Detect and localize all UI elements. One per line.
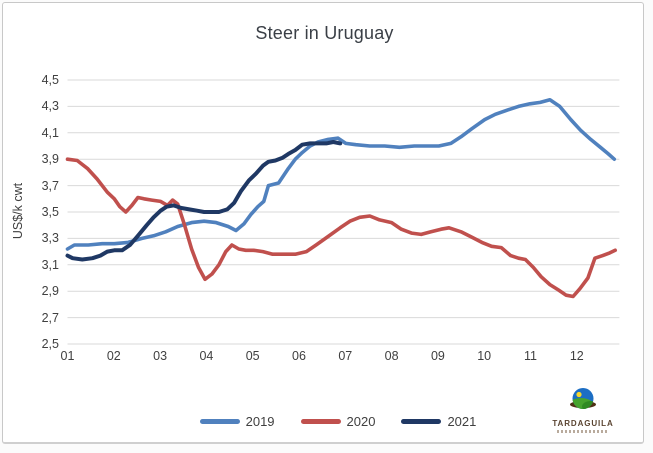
x-tick-label: 10 (477, 349, 492, 363)
y-tick-label: 4,1 (41, 125, 59, 140)
x-tick-label: 06 (292, 349, 306, 363)
legend-item-2019: 2019 (199, 414, 275, 429)
x-tick-label: 07 (338, 349, 353, 363)
legend-label: 2020 (346, 414, 376, 429)
y-tick-label: 3,3 (41, 231, 59, 246)
legend-swatch-2020 (300, 419, 341, 424)
y-tick-label: 2,7 (41, 310, 59, 325)
x-tick-label: 01 (60, 349, 75, 363)
series-line-2020 (65, 157, 618, 299)
y-tick-label: 3,9 (41, 152, 59, 167)
y-tick-label: 3,1 (41, 257, 59, 272)
plot-area (65, 79, 620, 345)
legend-swatch-2019 (199, 419, 240, 424)
legend-swatch-2021 (401, 419, 442, 424)
x-tick-label: 11 (524, 349, 537, 363)
y-tick-label: 4,5 (41, 73, 59, 87)
logo-subtext-strip (557, 430, 609, 433)
chart-legend: 2019 2020 2021 (153, 414, 523, 429)
tardaguila-logo: TARDAGUILA (551, 387, 615, 433)
logo-wordmark: TARDAGUILA (552, 419, 614, 428)
x-tick-label: 09 (430, 349, 445, 363)
legend-label: 2021 (447, 414, 477, 429)
x-tick-label: 02 (106, 349, 121, 363)
series-line-2019 (65, 98, 617, 251)
y-tick-label: 4,3 (41, 99, 59, 114)
legend-item-2021: 2021 (401, 414, 476, 429)
x-tick-label: 03 (153, 349, 168, 363)
x-tick-label: 08 (384, 349, 399, 363)
chart-title: Steer in Uruguay (255, 23, 394, 43)
legend-label: 2019 (245, 414, 275, 429)
y-tick-label: 3,5 (41, 205, 59, 219)
legend-item-2020: 2020 (300, 414, 376, 429)
y-tick-label: 3,7 (41, 178, 59, 193)
y-tick-label: 2,5 (41, 337, 59, 351)
series-line-2021 (65, 140, 343, 262)
x-tick-label: 05 (245, 349, 260, 363)
logo-globe-icon (570, 388, 596, 409)
x-tick-label: 04 (199, 349, 214, 363)
chart-card: Steer in Uruguay US$/k cwt 2,5 2,7 2,9 3,1 3… (2, 2, 644, 444)
y-tick-label: 2,9 (41, 284, 59, 299)
x-tick-label: 12 (569, 349, 584, 363)
